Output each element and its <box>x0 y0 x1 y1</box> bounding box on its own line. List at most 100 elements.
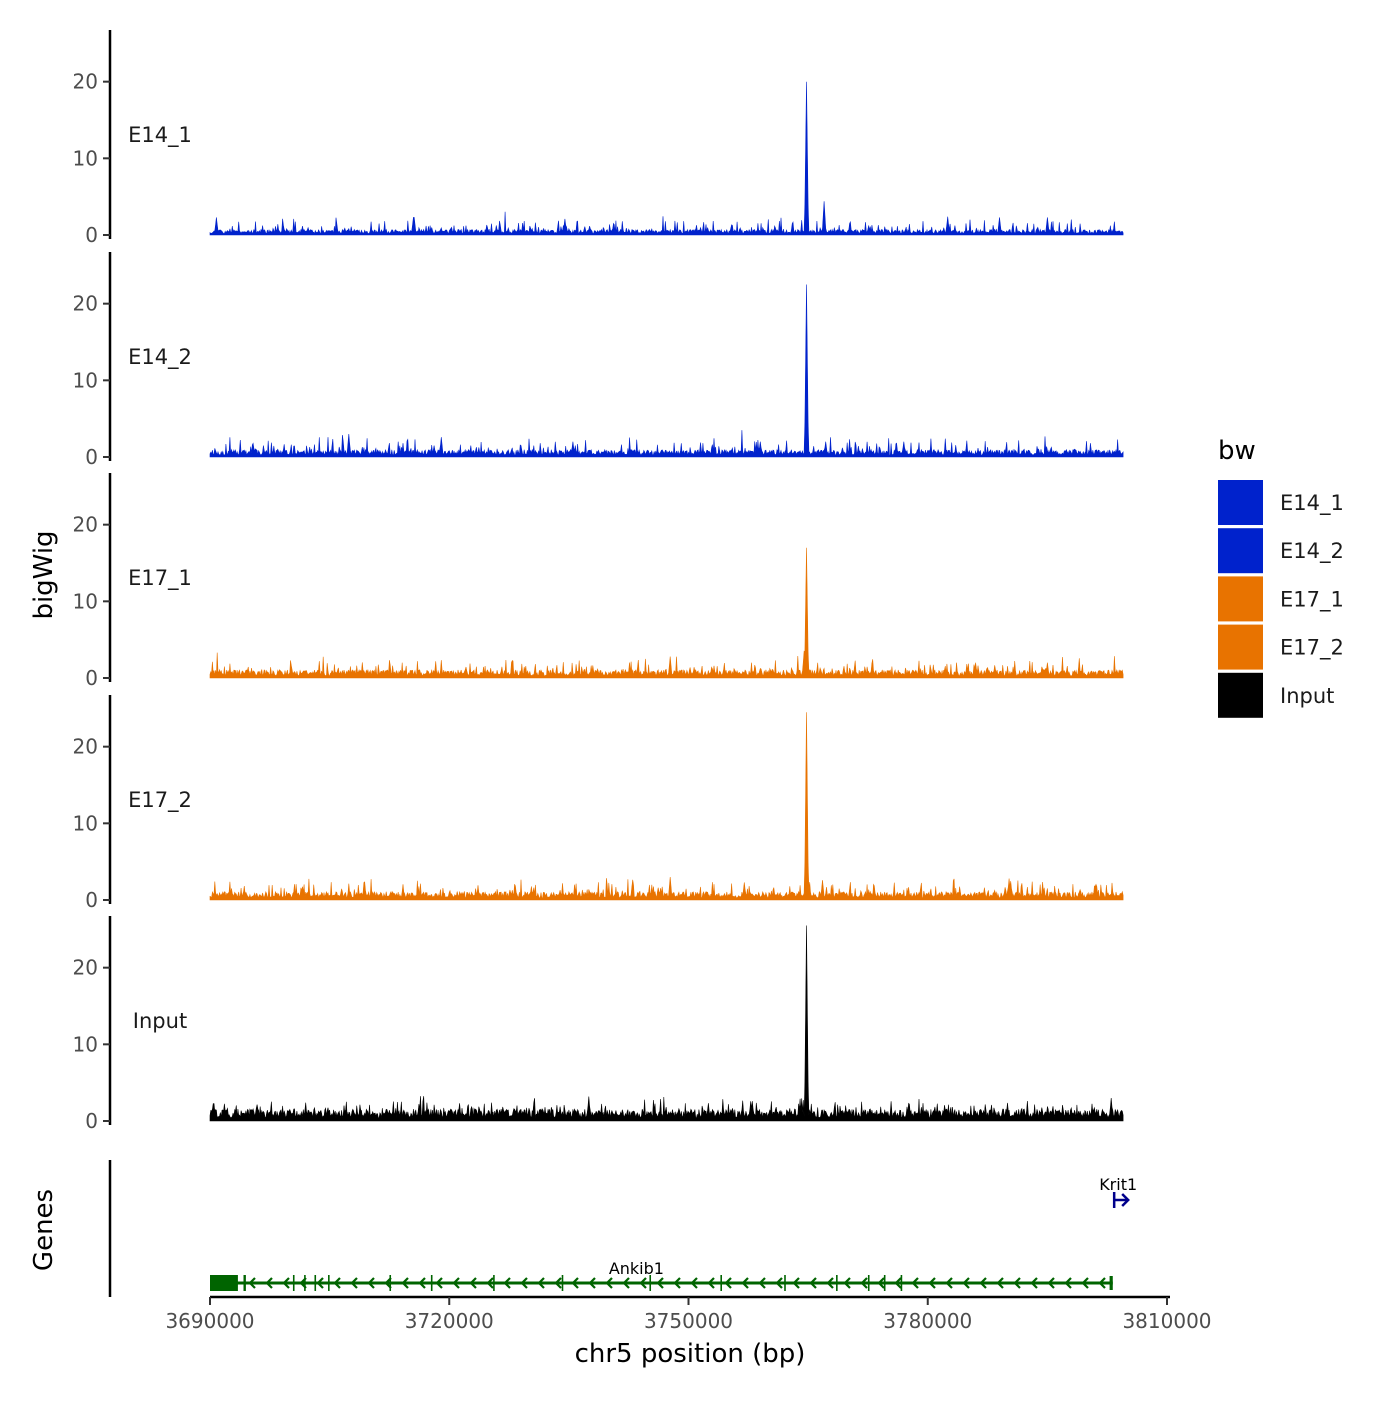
panel-label: E14_2 <box>128 345 192 370</box>
signal-area-e14-1 <box>209 81 1124 236</box>
exon <box>836 1275 838 1291</box>
strand-arrow <box>503 1277 511 1289</box>
y-tick-label: 0 <box>85 445 98 469</box>
strand-arrow <box>384 1277 392 1289</box>
genes-panel: Ankib1 Krit1 <box>108 1160 1137 1297</box>
track-panel-e17-1: 0 10 20 E17_1 <box>73 473 1124 690</box>
strand-arrow <box>826 1277 834 1289</box>
genes-axis-title: Genes <box>29 1189 59 1271</box>
exon <box>784 1275 786 1291</box>
x-tick-label: 3690000 <box>165 1309 254 1333</box>
strand-arrow <box>979 1277 987 1289</box>
gene-label-krit1: Krit1 <box>1099 1175 1137 1194</box>
strand-arrow <box>775 1277 783 1289</box>
exon <box>243 1275 246 1291</box>
strand-arrow <box>1081 1277 1089 1289</box>
strand-arrow <box>350 1277 358 1289</box>
strand-arrow <box>928 1277 936 1289</box>
track-panel-e17-2: 0 10 20 E17_2 <box>73 695 1124 912</box>
strand-arrow <box>707 1277 715 1289</box>
strand-arrow <box>469 1277 477 1289</box>
legend-key <box>1218 576 1263 622</box>
strand-arrow <box>571 1277 579 1289</box>
legend-key <box>1218 672 1263 718</box>
strand-arrow <box>452 1277 460 1289</box>
strand-arrow <box>758 1277 766 1289</box>
strand-arrow <box>724 1277 732 1289</box>
legend-label: Input <box>1280 684 1334 708</box>
strand-arrow <box>486 1277 494 1289</box>
y-tick-label: 10 <box>73 811 98 835</box>
legend-key <box>1218 480 1263 525</box>
strand-arrow <box>282 1277 290 1289</box>
y-tick-label: 10 <box>73 146 98 170</box>
exon <box>900 1275 903 1291</box>
legend-label: E14_1 <box>1280 491 1344 516</box>
panel-label: Input <box>133 1009 187 1033</box>
y-tick-label: 20 <box>73 513 98 537</box>
strand-arrow <box>809 1277 817 1289</box>
signal-area-e14-2 <box>209 284 1124 458</box>
y-tick-label: 20 <box>73 70 98 94</box>
panel-label: E17_1 <box>128 566 192 591</box>
exon <box>314 1275 317 1291</box>
strand-arrow <box>265 1277 273 1289</box>
y-tick-label: 10 <box>73 1032 98 1056</box>
gene-label-ankib1: Ankib1 <box>609 1259 664 1278</box>
strand-arrow <box>367 1277 375 1289</box>
exon <box>304 1275 306 1291</box>
exon <box>867 1275 870 1291</box>
strand-arrow <box>877 1277 885 1289</box>
strand-arrow <box>656 1277 664 1289</box>
legend: bw E14_1 E14_2 E17_1 E17_2 Input <box>1218 436 1344 718</box>
exon <box>561 1275 564 1291</box>
strand-arrow <box>690 1277 698 1289</box>
legend-title: bw <box>1218 436 1256 466</box>
y-tick-label: 0 <box>85 1109 98 1133</box>
panel-label: E17_2 <box>128 788 192 813</box>
strand-arrow <box>299 1277 307 1289</box>
strand-arrow <box>248 1277 256 1289</box>
strand-arrow <box>741 1277 749 1289</box>
track-panel-input: 0 10 20 Input <box>73 916 1124 1133</box>
y-axis-title: bigWig <box>29 530 59 619</box>
strand-arrow <box>1098 1277 1106 1289</box>
exon <box>292 1275 295 1291</box>
strand-arrow <box>894 1277 902 1289</box>
y-tick-label: 20 <box>73 956 98 980</box>
exon <box>328 1275 330 1291</box>
x-tick-label: 3720000 <box>405 1309 494 1333</box>
y-tick-label: 10 <box>73 368 98 392</box>
exon <box>720 1275 722 1291</box>
x-axis: 3690000 3720000 3750000 3780000 3810000 <box>165 1295 1212 1333</box>
track-panels: 0 10 20 E14_1 0 10 20 E14_2 0 10 20 E17_1 0 10 20 E17_2… <box>73 30 1124 1133</box>
strand-arrow <box>1064 1277 1072 1289</box>
strand-arrow <box>911 1277 919 1289</box>
track-panel-e14-1: 0 10 20 E14_1 <box>73 30 1124 247</box>
strand-arrow <box>843 1277 851 1289</box>
panel-label: E14_1 <box>128 123 192 148</box>
strand-arrow <box>622 1277 630 1289</box>
strand-arrow <box>401 1277 409 1289</box>
strand-arrow <box>435 1277 443 1289</box>
strand-arrow <box>1030 1277 1038 1289</box>
exon <box>430 1275 433 1291</box>
strand-arrow <box>605 1277 613 1289</box>
strand-arrow <box>945 1277 953 1289</box>
y-tick-label: 0 <box>85 888 98 912</box>
strand-arrow <box>639 1277 647 1289</box>
strand-arrow <box>996 1277 1004 1289</box>
signal-area-e17-1 <box>209 547 1124 679</box>
legend-key <box>1218 528 1263 574</box>
strand-arrow <box>520 1277 528 1289</box>
exon <box>649 1275 652 1291</box>
strand-arrow <box>554 1277 562 1289</box>
strand-arrow <box>860 1277 868 1289</box>
legend-label: E14_2 <box>1280 539 1344 564</box>
exon <box>493 1275 495 1291</box>
y-tick-label: 0 <box>85 666 98 690</box>
signal-area-e17-2 <box>209 712 1124 901</box>
y-tick-label: 10 <box>73 589 98 613</box>
strand-arrow <box>962 1277 970 1289</box>
